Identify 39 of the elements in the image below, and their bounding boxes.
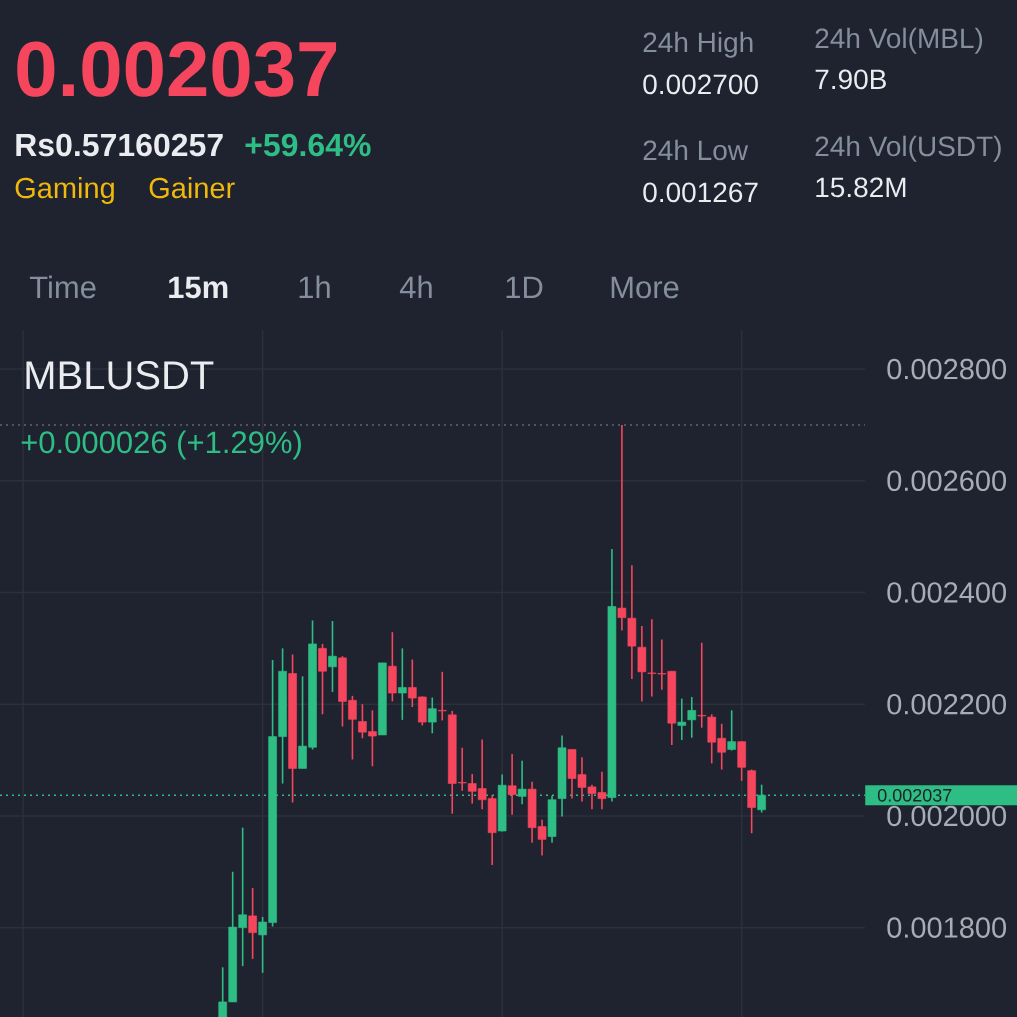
text: 1h bbox=[299, 275, 330, 298]
text: 24h High bbox=[643, 31, 753, 58]
annotation: +0.000026 (+1.29%) bbox=[21, 430, 301, 460]
candlestick bbox=[437, 671, 447, 722]
text: 0.001267 bbox=[643, 182, 758, 203]
candlestick bbox=[427, 696, 437, 735]
text: 7.90B bbox=[815, 69, 886, 90]
text: 0.002700 bbox=[643, 74, 758, 95]
text: 1D bbox=[506, 276, 543, 298]
y-tick-label: 0.001800 bbox=[887, 917, 1007, 938]
y-tick-label: 0.002400 bbox=[887, 582, 1007, 603]
text: 24h Low bbox=[643, 139, 749, 161]
candlestick bbox=[727, 709, 736, 752]
ref-line-label: 0.002037 bbox=[877, 788, 952, 802]
candlestick bbox=[248, 887, 257, 960]
candlestick bbox=[507, 753, 517, 816]
candlestick bbox=[398, 647, 407, 721]
text: 24h Vol(USDT) bbox=[815, 135, 1001, 162]
text: More bbox=[611, 276, 679, 299]
text: MBLUSDT bbox=[26, 361, 214, 390]
text: Rs0.57160257 bbox=[16, 133, 223, 157]
y-tick-label: 0.002600 bbox=[887, 470, 1007, 492]
candlestick bbox=[318, 643, 327, 716]
text: Gainer bbox=[149, 176, 235, 199]
text: +59.64% bbox=[245, 133, 371, 157]
text: Gaming bbox=[15, 176, 114, 204]
text: 24h Vol(MBL) bbox=[815, 27, 983, 54]
y-tick-label: 0.002200 bbox=[887, 693, 1007, 715]
text: 4h bbox=[399, 275, 432, 298]
text: 15.82M bbox=[816, 177, 906, 198]
text: 0.002037 bbox=[17, 41, 337, 97]
y-tick-label: 0.002800 bbox=[887, 358, 1007, 380]
text: 15m bbox=[169, 276, 228, 299]
candlestick bbox=[328, 620, 337, 693]
candlestick bbox=[677, 697, 687, 741]
y-tick-label: 0.002000 bbox=[887, 805, 1007, 827]
candlestick bbox=[617, 424, 627, 632]
text: Time bbox=[29, 275, 96, 299]
candlestick bbox=[687, 696, 697, 739]
